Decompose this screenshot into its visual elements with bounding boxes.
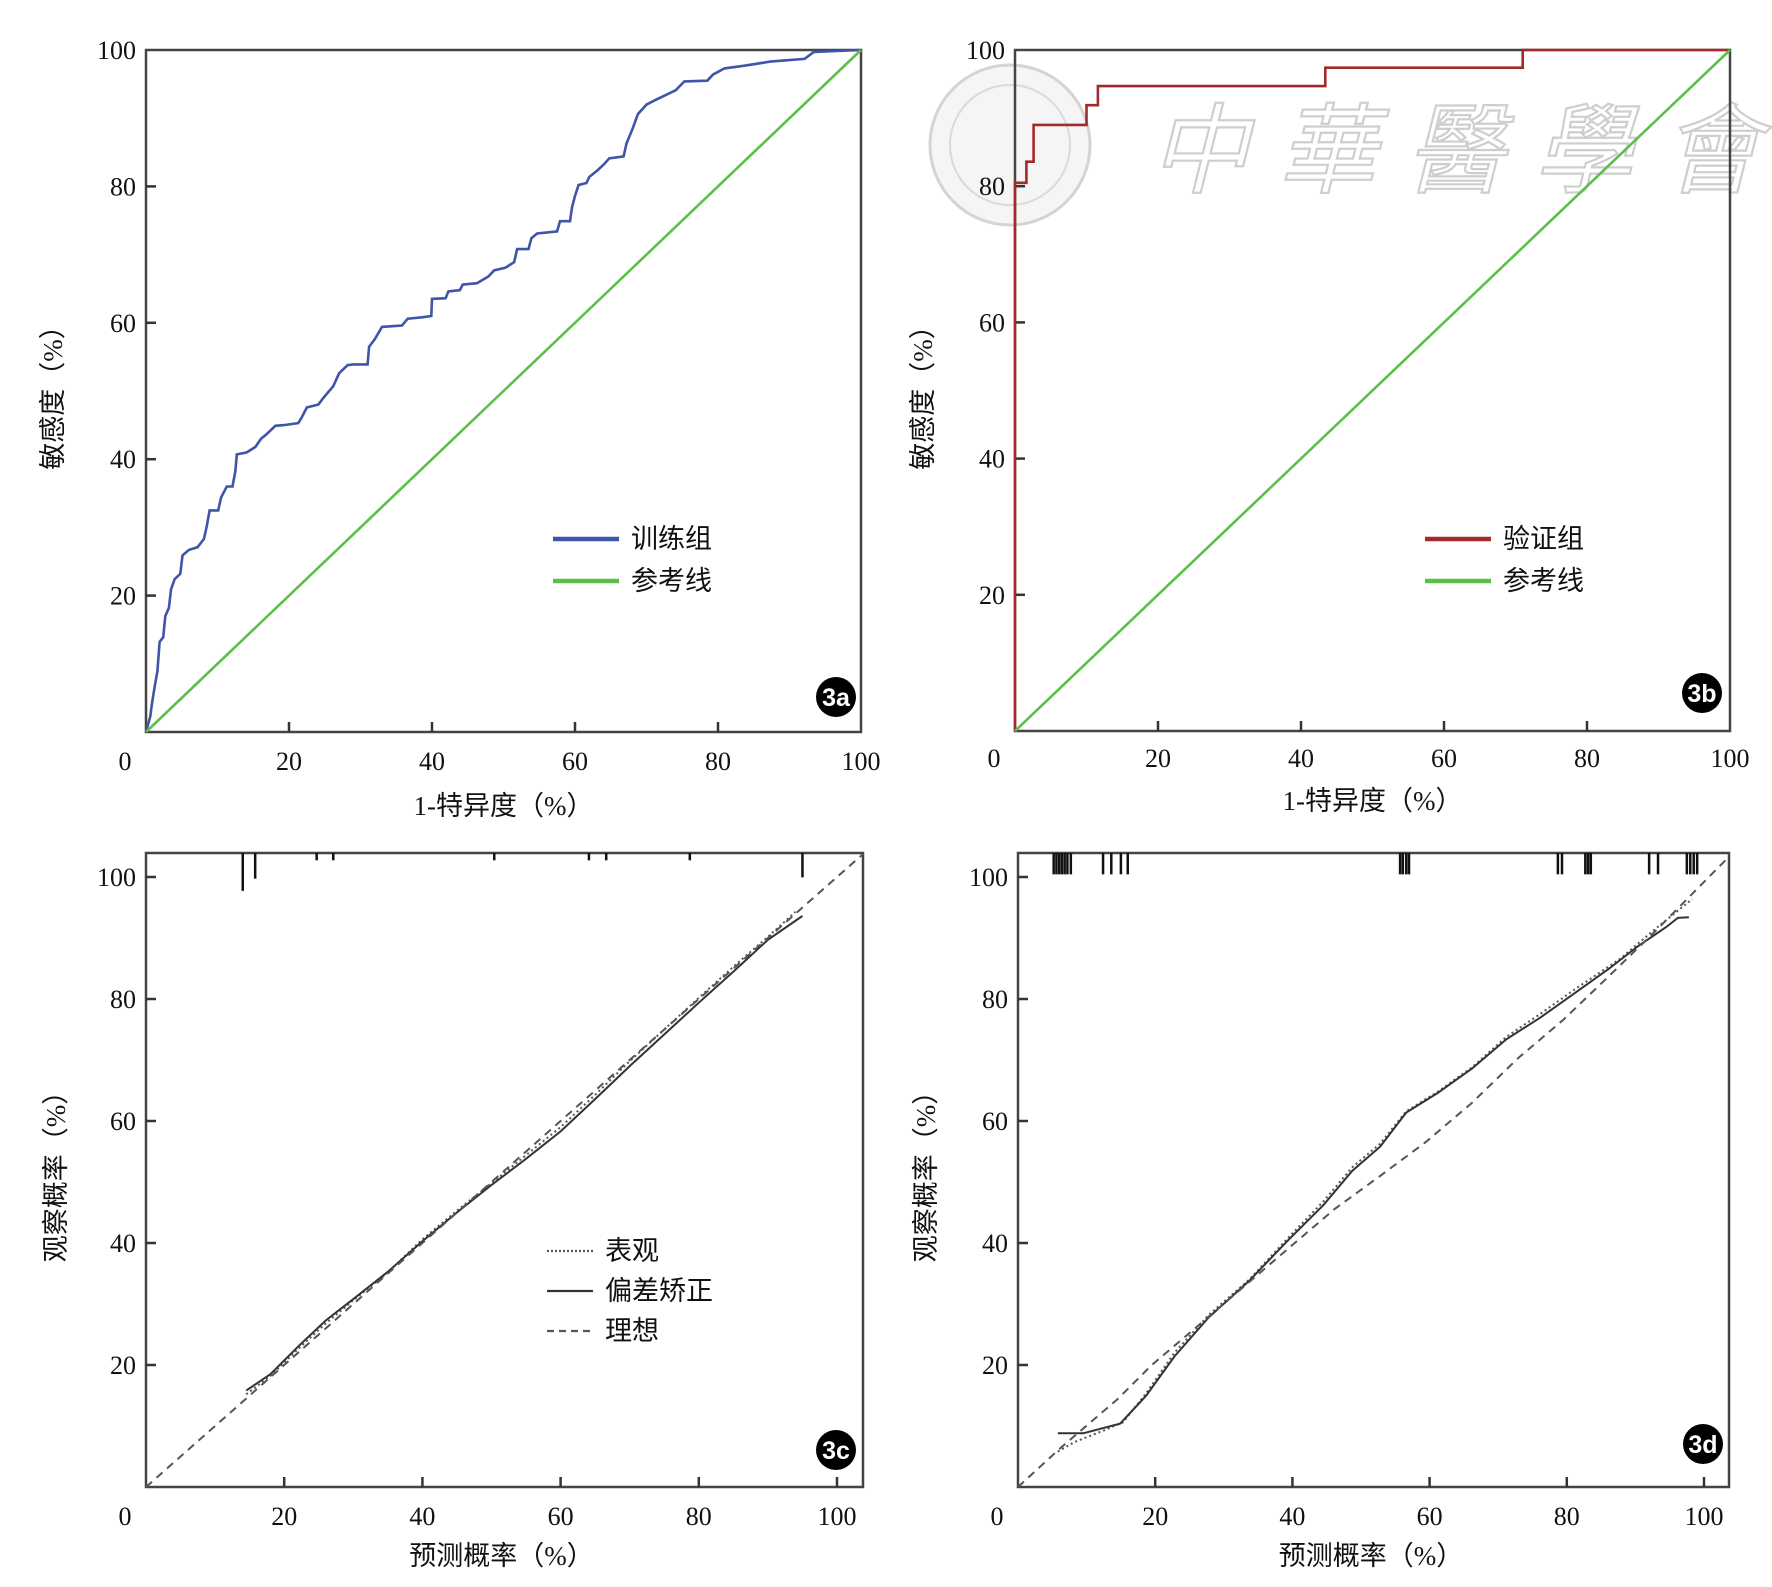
- x-tick-label: 20: [1142, 1502, 1168, 1531]
- rug-marks: [1052, 853, 1699, 875]
- y-tick-label: 60: [982, 1107, 1008, 1136]
- y-tick-label: 40: [110, 445, 136, 474]
- x-tick-label: 0: [119, 1502, 132, 1531]
- y-tick-label: 100: [97, 36, 136, 65]
- series-line-偏差矫正: [1057, 916, 1689, 1435]
- x-tick-label: 0: [988, 744, 1001, 773]
- panel-badge: 3c: [816, 1430, 856, 1470]
- series-line-参考线: [145, 49, 862, 733]
- x-tick-label: 40: [1288, 744, 1314, 773]
- watermark-seal-ring: [949, 84, 1071, 206]
- legend-label: 理想: [605, 1316, 659, 1346]
- chart-3c: 0 20 40 60 80 100 20 40 60 80 100 预测概率（%） 观察概率（%） 表观偏…: [41, 851, 865, 1571]
- badge-circle: [816, 677, 856, 717]
- plot-frame: [144, 851, 865, 1489]
- badge-label: 3c: [822, 1437, 850, 1465]
- x-tick-label: 60: [1417, 1502, 1443, 1531]
- x-tick-label: 60: [548, 1502, 574, 1531]
- badge-circle: [816, 1430, 856, 1470]
- y-axis-title: 敏感度（%）: [38, 312, 68, 470]
- x-axis-title: 1-特异度（%）: [1283, 786, 1463, 816]
- watermark: 中華醫學會: [928, 63, 1772, 227]
- y-tick-label: 80: [110, 172, 136, 201]
- y-axis-title: 敏感度（%）: [908, 312, 938, 470]
- x-axis-title: 1-特异度（%）: [414, 791, 594, 821]
- badge-label: 3b: [1687, 680, 1716, 708]
- x-tick-label: 100: [1685, 1502, 1724, 1531]
- panel-badge: 3a: [816, 677, 856, 717]
- x-tick-label: 80: [1554, 1502, 1580, 1531]
- y-tick-label: 100: [97, 863, 136, 892]
- badge-label: 3d: [1688, 1431, 1717, 1459]
- legend-label: 验证组: [1503, 524, 1584, 554]
- x-axis-title: 预测概率（%）: [409, 1541, 594, 1571]
- watermark-text: 中華醫學會: [1150, 95, 1772, 209]
- plot-frame: [1016, 851, 1731, 1489]
- y-tick-label: 40: [110, 1229, 136, 1258]
- y-tick-label: 20: [110, 1351, 136, 1380]
- panel-badge: 3d: [1683, 1424, 1723, 1464]
- y-axis-title: 观察概率（%）: [41, 1078, 71, 1263]
- x-tick-label: 20: [276, 747, 302, 776]
- series-line-表观: [245, 911, 797, 1396]
- y-tick-label: 80: [982, 985, 1008, 1014]
- x-tick-label: 80: [1574, 744, 1600, 773]
- x-tick-label: 40: [419, 747, 445, 776]
- y-tick-label: 20: [982, 1351, 1008, 1380]
- x-tick-label: 20: [271, 1502, 297, 1531]
- badge-circle: [1682, 673, 1722, 713]
- y-tick-label: 40: [982, 1229, 1008, 1258]
- badge-label: 3a: [822, 684, 851, 712]
- y-tick-label: 40: [979, 445, 1005, 474]
- chart-3b: 中華醫學會 0 20 40 60 80 100 20 40 60 80 100 1-特异度（%） 敏感度（…: [908, 36, 1772, 816]
- series-line-理想: [1017, 855, 1731, 1488]
- x-tick-label: 80: [705, 747, 731, 776]
- y-tick-label: 100: [969, 863, 1008, 892]
- rug-marks: [241, 853, 804, 891]
- legend-label: 参考线: [1503, 566, 1584, 596]
- y-tick-label: 20: [979, 581, 1005, 610]
- x-tick-label: 20: [1145, 744, 1171, 773]
- y-tick-label: 60: [110, 1107, 136, 1136]
- badge-circle: [1683, 1424, 1723, 1464]
- x-tick-label: 40: [409, 1502, 435, 1531]
- series-line-训练组: [144, 48, 862, 733]
- series-line-偏差矫正: [245, 915, 803, 1392]
- x-tick-label: 100: [1711, 744, 1750, 773]
- legend-label: 参考线: [631, 566, 712, 596]
- chart-3a: 0 20 40 60 80 100 20 40 60 80 100 1-特异度（%） 敏感度（%） 训练组…: [38, 36, 881, 821]
- panel-badge: 3b: [1682, 673, 1722, 713]
- y-axis-title: 观察概率（%）: [911, 1078, 941, 1263]
- y-tick-label: 20: [110, 582, 136, 611]
- plot-frame: [144, 48, 863, 734]
- legend-label: 训练组: [631, 524, 712, 554]
- series-line-参考线: [1014, 49, 1731, 732]
- x-tick-label: 40: [1279, 1502, 1305, 1531]
- y-tick-label: 80: [979, 172, 1005, 201]
- x-axis-title: 预测概率（%）: [1279, 1541, 1464, 1571]
- series-line-理想: [145, 853, 864, 1488]
- series-line-验证组: [1013, 48, 1730, 731]
- x-tick-label: 60: [562, 747, 588, 776]
- x-tick-label: 0: [119, 747, 132, 776]
- legend-label: 表观: [605, 1236, 659, 1266]
- x-tick-label: 100: [818, 1502, 857, 1531]
- x-tick-label: 0: [991, 1502, 1004, 1531]
- x-tick-label: 80: [686, 1502, 712, 1531]
- x-tick-label: 100: [842, 747, 881, 776]
- y-tick-label: 60: [979, 308, 1005, 337]
- y-tick-label: 80: [110, 985, 136, 1014]
- chart-3d: 0 20 40 60 80 100 20 40 60 80 100 预测概率（%） 观察概率（%） 3d: [911, 851, 1731, 1571]
- y-tick-label: 60: [110, 309, 136, 338]
- y-tick-label: 100: [966, 36, 1005, 65]
- legend-label: 偏差矫正: [605, 1276, 713, 1306]
- x-tick-label: 60: [1431, 744, 1457, 773]
- series-line-表观: [1057, 898, 1693, 1453]
- watermark-seal-icon: [928, 63, 1092, 227]
